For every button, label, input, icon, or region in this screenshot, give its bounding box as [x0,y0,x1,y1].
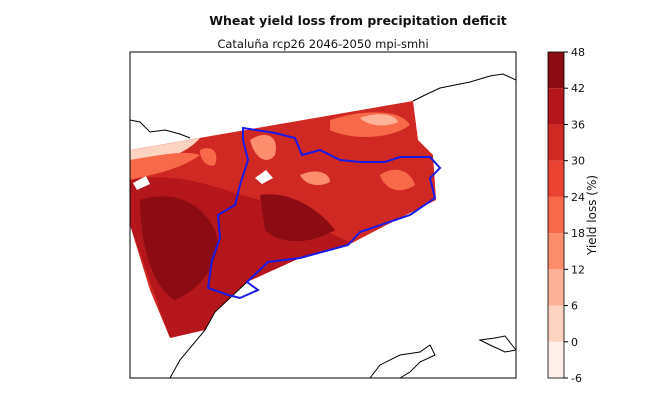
colorbar-band [548,160,564,197]
contour [200,148,217,166]
coastline [369,344,436,378]
colorbar-band [548,52,564,89]
colorbar-band [548,341,564,378]
coastline [130,119,191,139]
colorbar-label: Yield loss (%) [585,175,599,256]
contour [360,114,398,126]
colorbar-tick-label: 24 [571,191,585,204]
map [129,51,517,379]
contour [300,171,330,186]
colorbar-tick-label: 18 [571,227,585,240]
no-data [133,176,150,190]
colorbar-band [548,196,564,234]
colorbar-band [548,269,564,306]
title: Wheat yield loss from precipitation defi… [209,13,507,28]
colorbar-frame [547,51,565,379]
colorbar-tick-label: -6 [571,372,582,385]
map-frame [129,51,517,379]
coastline [412,73,516,102]
subtitle: Cataluña rcp26 2046-2050 mpi-smhi [217,37,428,51]
colorbar-tick-label: 12 [571,263,585,276]
no-data [255,170,273,184]
contour [130,152,200,180]
coastline [478,335,516,353]
colorbar-tick-label: 42 [571,82,585,95]
colorbar-tick-label: 6 [571,300,578,313]
colorbar-band [548,305,564,342]
colorbar-tick-label: 48 [571,46,585,59]
region-border [206,126,442,300]
contour [140,196,218,300]
colorbar-tick-label: 36 [571,118,585,131]
contour [260,194,335,242]
colorbar-tick-label: 0 [571,336,578,349]
colorbar-band [548,88,564,125]
colorbar-band [548,233,564,270]
coastline [169,281,248,378]
colorbar-tick-label: 30 [571,155,585,168]
colorbar-band [548,124,564,161]
contour [250,135,276,160]
contour [380,169,415,191]
